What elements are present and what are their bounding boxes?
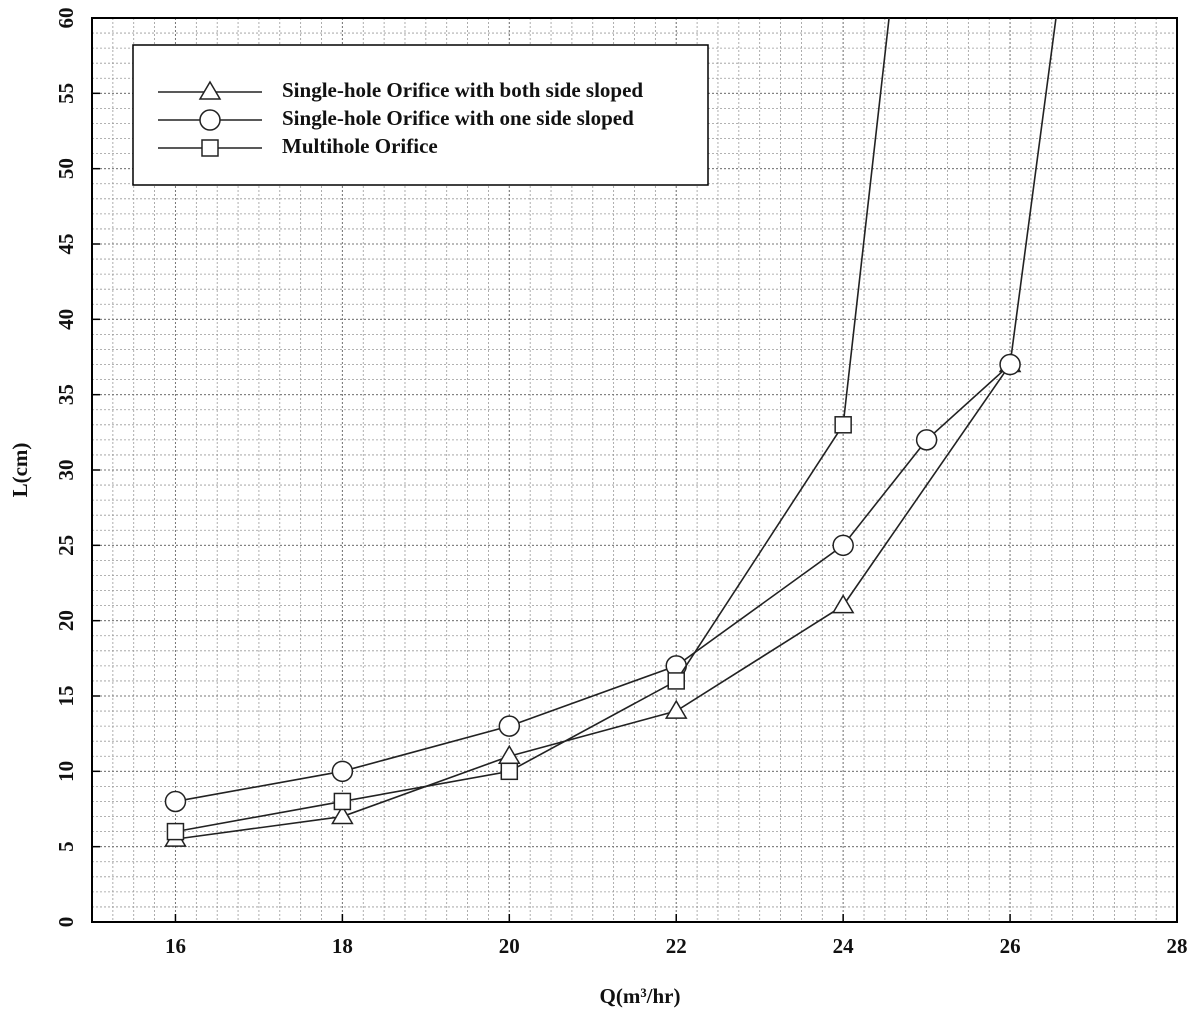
x-tick-label: 22 xyxy=(666,934,687,958)
plot-frame xyxy=(91,17,1178,923)
marker xyxy=(166,822,185,841)
y-tick-label: 5 xyxy=(54,841,78,852)
y-tick-label: 40 xyxy=(54,309,78,330)
marker xyxy=(164,790,187,813)
marker xyxy=(331,805,354,825)
x-tick-label: 28 xyxy=(1167,934,1188,958)
y-tick-label: 50 xyxy=(54,158,78,179)
x-tick-label: 24 xyxy=(833,934,855,958)
legend-label: Single-hole Orifice with both side slope… xyxy=(282,78,643,102)
marker xyxy=(500,762,519,781)
x-tick-label: 20 xyxy=(499,934,520,958)
marker xyxy=(498,715,521,737)
y-tick-label: 60 xyxy=(54,8,78,29)
x-axis-label: Q(m³/hr) xyxy=(600,984,681,1008)
marker xyxy=(201,139,219,157)
marker xyxy=(999,353,1021,376)
x-tick-label: 16 xyxy=(165,934,186,958)
legend-label: Multihole Orifice xyxy=(282,134,438,158)
y-axis-label: L(cm) xyxy=(8,443,32,498)
marker xyxy=(199,109,221,131)
series-line xyxy=(175,364,1011,840)
marker xyxy=(832,534,854,557)
marker xyxy=(831,594,855,614)
y-tick-label: 10 xyxy=(54,761,78,782)
marker xyxy=(664,699,688,719)
y-tick-label: 0 xyxy=(54,917,78,928)
marker xyxy=(834,416,852,434)
y-tick-label: 55 xyxy=(54,83,78,104)
y-tick-label: 45 xyxy=(54,234,78,255)
marker xyxy=(915,429,938,451)
legend-label: Single-hole Orifice with one side sloped xyxy=(282,106,634,130)
y-tick-label: 25 xyxy=(54,535,78,556)
marker xyxy=(198,80,222,100)
marker xyxy=(667,672,685,690)
legend: Single-hole Orifice with both side slope… xyxy=(132,44,709,186)
legend-box xyxy=(132,44,709,186)
y-tick-label: 15 xyxy=(54,686,78,707)
series-line xyxy=(175,18,1057,803)
marker xyxy=(333,792,352,811)
y-tick-label: 30 xyxy=(54,460,78,481)
y-tick-label: 20 xyxy=(54,610,78,631)
x-tick-label: 26 xyxy=(1000,934,1021,958)
y-tick-label: 35 xyxy=(54,384,78,405)
series-line xyxy=(175,18,890,833)
x-tick-label: 18 xyxy=(332,934,353,958)
marker xyxy=(331,760,354,783)
